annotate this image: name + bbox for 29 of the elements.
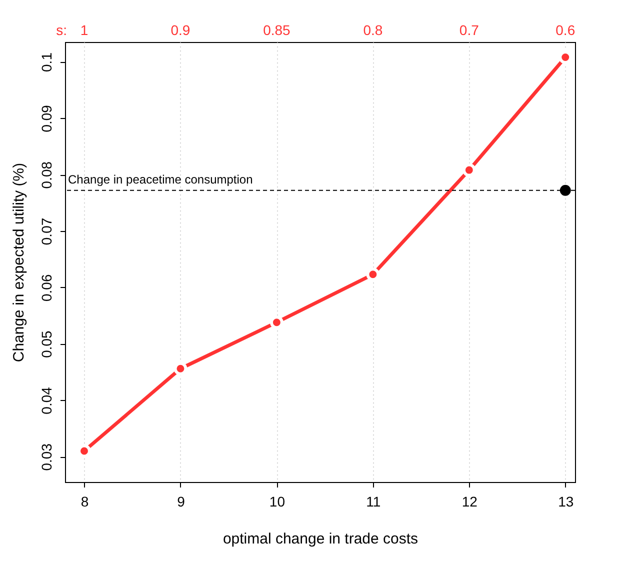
point [462, 163, 476, 177]
y-tick-label: 0.1 [38, 52, 54, 72]
y-tick-label: 0.03 [38, 443, 54, 471]
y-tick-label: 0.09 [38, 104, 54, 132]
text: 0.85 [263, 22, 291, 38]
x-tick-label: 13 [558, 494, 574, 510]
text: 0.6 [556, 22, 576, 38]
text: 1 [80, 22, 88, 38]
x-tick-label: 11 [366, 494, 381, 510]
point [560, 184, 571, 196]
x-tick-label: 8 [80, 494, 89, 510]
x-axis-title: optimal change in trade costs [222, 530, 418, 548]
y-tick-label: 0.07 [38, 218, 54, 246]
point [270, 316, 284, 330]
y-axis-title: Change in expected utility (%) [10, 162, 28, 362]
point [174, 362, 188, 376]
x-tick-label: 10 [269, 494, 286, 510]
y-tick-label: 0.08 [38, 161, 54, 189]
y-tick-label: 0.04 [38, 386, 54, 414]
y-tick-label: 0.06 [38, 274, 54, 302]
text: 0.9 [170, 22, 190, 38]
ref-line-label: Change in peacetime consumption [68, 172, 253, 186]
text: 0.8 [363, 22, 383, 38]
point [366, 268, 380, 282]
x-tick-label: 9 [177, 494, 186, 510]
text: s: [56, 22, 67, 38]
text: 0.7 [459, 22, 480, 38]
x-tick-label: 12 [462, 494, 478, 510]
y-tick-label: 0.05 [38, 330, 54, 358]
